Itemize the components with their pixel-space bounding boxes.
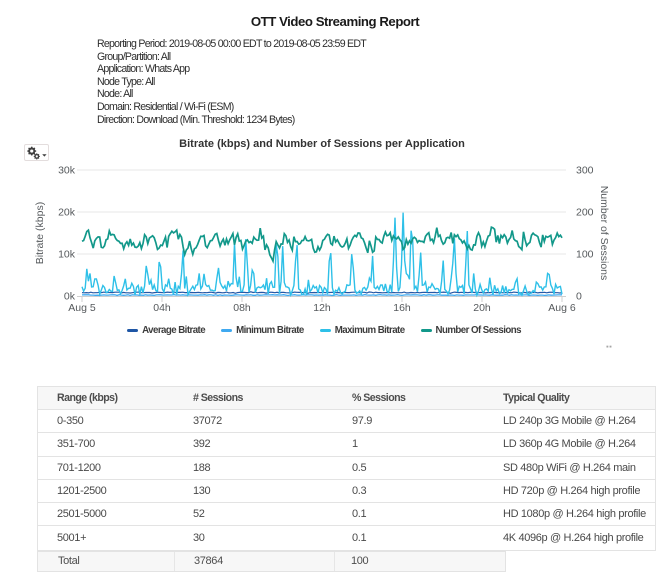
svg-text:20h: 20h [473, 302, 491, 314]
svg-text:100: 100 [576, 249, 594, 261]
svg-text:300: 300 [576, 165, 594, 177]
svg-text:Aug 5: Aug 5 [68, 302, 96, 314]
svg-text:30k: 30k [58, 165, 76, 177]
svg-text:16h: 16h [393, 302, 411, 314]
svg-text:10k: 10k [58, 249, 76, 261]
svg-text:Aug 6: Aug 6 [548, 302, 576, 314]
svg-text:Number of Sessions: Number of Sessions [598, 186, 610, 281]
svg-text:04h: 04h [153, 302, 171, 314]
svg-text:0k: 0k [64, 291, 76, 303]
svg-text:Bitrate (kbps): Bitrate (kbps) [34, 202, 46, 264]
svg-text:200: 200 [576, 207, 594, 219]
svg-text:08h: 08h [233, 302, 251, 314]
svg-text:20k: 20k [58, 207, 76, 219]
svg-text:12h: 12h [313, 302, 331, 314]
svg-text:0: 0 [576, 291, 582, 303]
